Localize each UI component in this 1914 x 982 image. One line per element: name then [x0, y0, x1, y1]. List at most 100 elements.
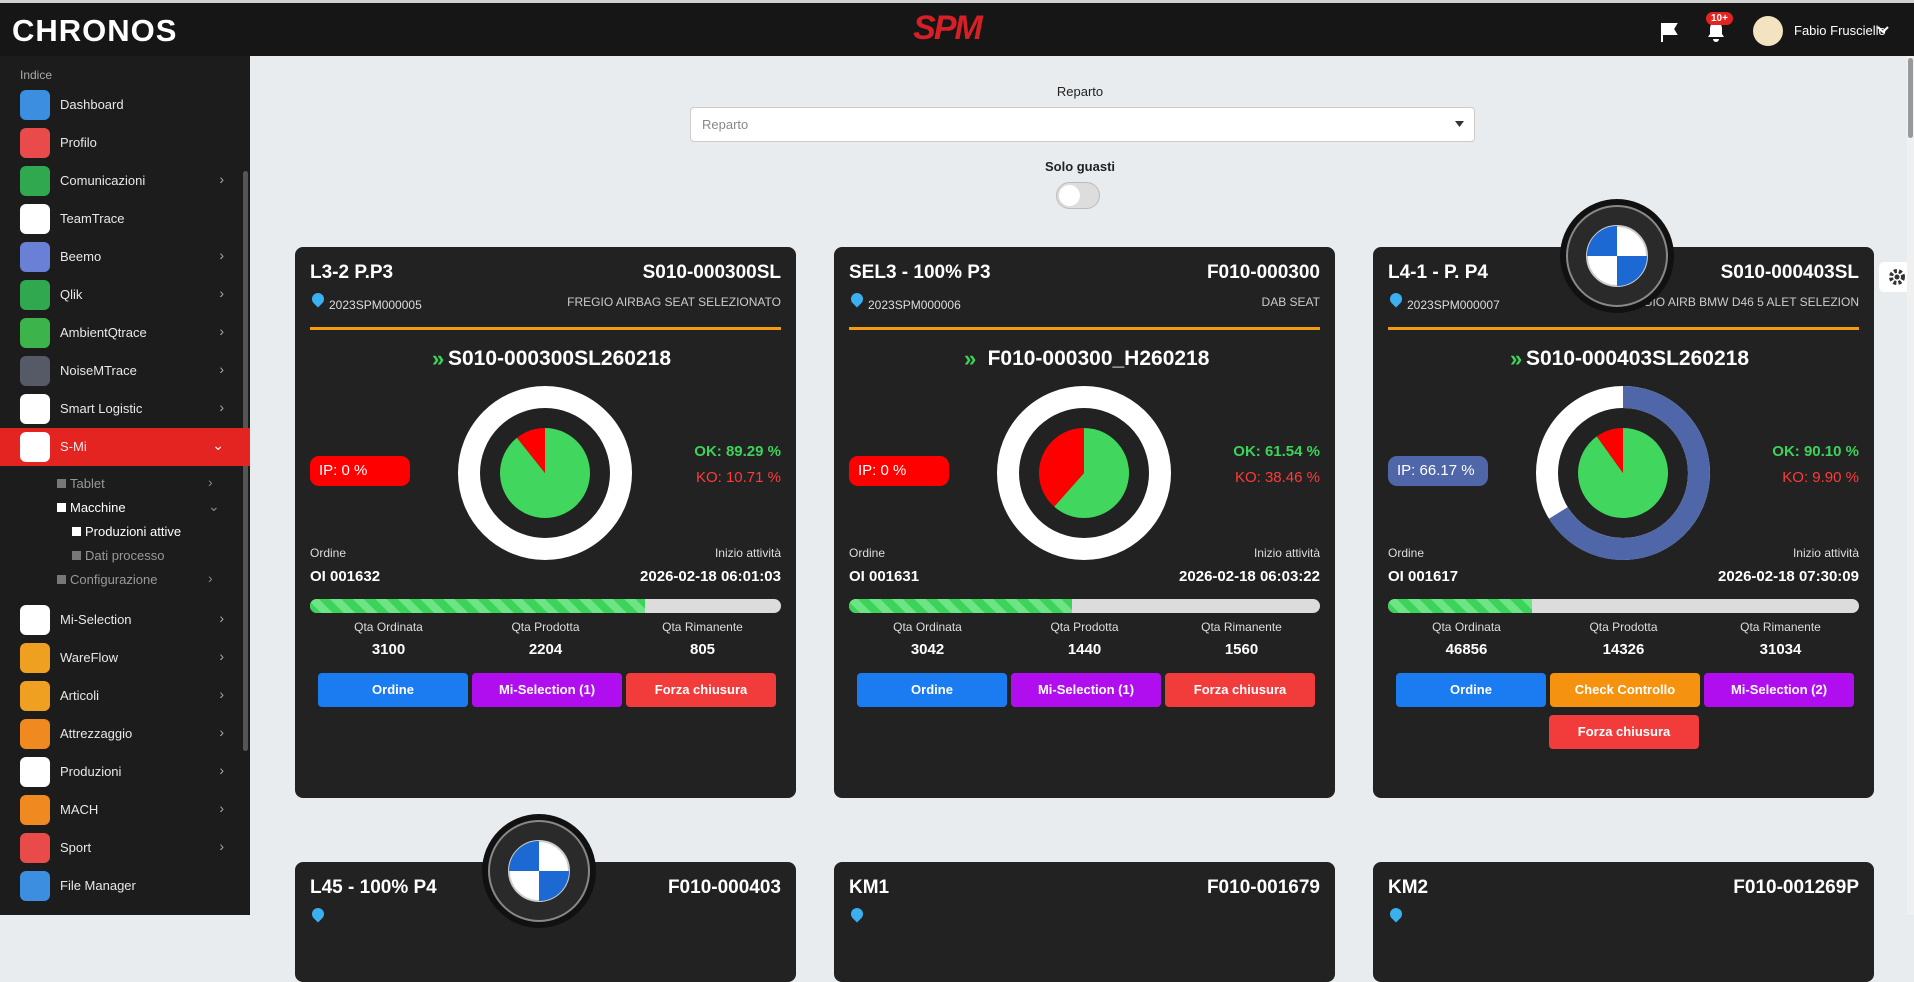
menu-icon — [20, 90, 50, 120]
menu-item[interactable]: Mi-Selection › — [0, 601, 250, 639]
menu-item[interactable]: Produzioni › — [0, 753, 250, 791]
card-title: L4-1 - P. P4 — [1388, 262, 1488, 283]
submenu-label: Produzioni attive — [85, 524, 182, 539]
menu-item[interactable]: Attrezzaggio › — [0, 715, 250, 753]
order-label: Ordine — [849, 546, 886, 560]
action-button[interactable]: Ordine — [1396, 673, 1546, 707]
submenu-item[interactable]: Configurazione — [57, 572, 157, 587]
flag-icon[interactable] — [1658, 21, 1680, 43]
menu-icon — [20, 166, 50, 196]
menu-item[interactable]: AmbientQtrace › — [0, 314, 250, 352]
menu-icon — [20, 128, 50, 158]
start-label: Inizio attività — [1792, 546, 1859, 560]
ip-arc — [1536, 386, 1710, 560]
action-button[interactable]: Mi-Selection (1) — [472, 673, 622, 707]
action-button[interactable]: Mi-Selection (1) — [1011, 673, 1161, 707]
start-label: Inizio attività — [1253, 546, 1320, 560]
action-button[interactable]: Ordine — [318, 673, 468, 707]
ko-label: KO: 10.71 % — [695, 469, 781, 486]
menu-label: File Manager — [60, 878, 136, 893]
submenu-bullet — [57, 479, 66, 488]
location-pin — [848, 905, 866, 923]
progress-track — [310, 599, 781, 613]
menu-item[interactable]: S-Mi ⌄ — [0, 428, 250, 466]
progress-fill — [849, 599, 1072, 613]
submenu-item[interactable]: Tablet — [57, 476, 105, 491]
machine-card: SEL3 - 100% P3 F010-000300 2023SPM000006 DA… — [834, 247, 1335, 798]
menu-item[interactable]: TeamTrace — [0, 200, 250, 238]
card-code: F010-000300 — [1206, 262, 1320, 283]
menu-chevron: › — [219, 171, 224, 187]
menu-icon — [20, 681, 50, 711]
ring-track — [458, 386, 632, 560]
start-value: 2026-02-18 06:03:22 — [1179, 568, 1320, 585]
user-name[interactable]: Fabio Frusciello — [1794, 23, 1886, 38]
menu-item[interactable]: MACH › — [0, 791, 250, 829]
menu-icon — [20, 719, 50, 749]
submenu-item[interactable]: Produzioni attive — [72, 524, 181, 539]
action-button[interactable]: Forza chiusura — [1549, 715, 1699, 749]
menu-item[interactable]: WareFlow › — [0, 639, 250, 677]
machine-card: L3-2 P.P3 S010-000300SL 2023SPM000005 FREGI… — [295, 247, 796, 798]
card-lot: 2023SPM000006 — [868, 298, 961, 312]
production-chevrons: » — [964, 346, 977, 371]
submenu-label: Dati processo — [85, 548, 165, 563]
menu-item[interactable]: Comunicazioni › — [0, 162, 250, 200]
card-divider — [310, 327, 781, 330]
menu-label: Mi-Selection — [60, 612, 132, 627]
qty-label: Qta Rimanente — [1201, 620, 1282, 634]
submenu-chevron: › — [208, 474, 213, 490]
card-code: F010-001269P — [1733, 877, 1859, 898]
reparto-select[interactable]: Reparto — [690, 107, 1475, 142]
qty-value: 31034 — [1759, 641, 1802, 658]
action-button[interactable]: Forza chiusura — [626, 673, 776, 707]
menu-label: Comunicazioni — [60, 173, 146, 188]
menu-item[interactable]: Profilo — [0, 124, 250, 162]
action-button[interactable]: Forza chiusura — [1165, 673, 1315, 707]
select-placeholder: Reparto — [702, 117, 749, 132]
card-divider — [849, 327, 1320, 330]
action-button[interactable]: Ordine — [857, 673, 1007, 707]
scroll-thumb[interactable] — [1908, 58, 1913, 138]
action-button[interactable]: Mi-Selection (2) — [1704, 673, 1854, 707]
sidebar-section: Indice — [20, 68, 53, 82]
qty-label: Qta Prodotta — [1050, 620, 1119, 634]
menu-icon — [20, 318, 50, 348]
toggle-switch[interactable] — [1056, 182, 1100, 209]
menu-item[interactable]: Dashboard — [0, 86, 250, 124]
submenu-bullet — [72, 551, 81, 560]
menu-chevron: › — [219, 361, 224, 377]
menu-label: Smart Logistic — [60, 401, 143, 416]
menu-item[interactable]: Beemo › — [0, 238, 250, 276]
ip-pill: IP: 0 % — [310, 456, 410, 486]
menu-item[interactable]: Sport › — [0, 829, 250, 867]
qty-label: Qta Ordinata — [893, 620, 962, 634]
qty-value: 14326 — [1602, 641, 1645, 658]
badge-quarter — [1587, 226, 1617, 256]
menu-chevron: › — [219, 838, 224, 854]
location-pin — [1387, 290, 1405, 308]
production-code: S010-000300SL260218 — [447, 347, 672, 370]
avatar[interactable] — [1753, 16, 1783, 46]
menu-item[interactable]: Qlik › — [0, 276, 250, 314]
menu-icon — [20, 242, 50, 272]
submenu-item[interactable]: Dati processo — [72, 548, 164, 563]
bell-icon[interactable] — [1705, 20, 1727, 44]
order-label: Ordine — [1388, 546, 1425, 560]
menu-chevron: › — [219, 323, 224, 339]
ko-label: KO: 9.90 % — [1782, 469, 1859, 486]
menu-icon — [20, 643, 50, 673]
submenu-chevron: ⌄ — [208, 498, 220, 514]
submenu-label: Tablet — [70, 476, 105, 491]
user-menu-chevron[interactable] — [1877, 25, 1889, 35]
menu-item[interactable]: Smart Logistic › — [0, 390, 250, 428]
menu-item[interactable]: Articoli › — [0, 677, 250, 715]
menu-item[interactable]: File Manager — [0, 867, 250, 905]
card-code: F010-000403 — [667, 877, 781, 898]
submenu-item[interactable]: Macchine — [57, 500, 126, 515]
menu-label: TeamTrace — [60, 211, 125, 226]
menu-item[interactable]: NoiseMTrace › — [0, 352, 250, 390]
action-button[interactable]: Check Controllo — [1550, 673, 1700, 707]
page-scrollbar[interactable] — [1907, 56, 1914, 915]
menu-label: Dashboard — [60, 97, 124, 112]
